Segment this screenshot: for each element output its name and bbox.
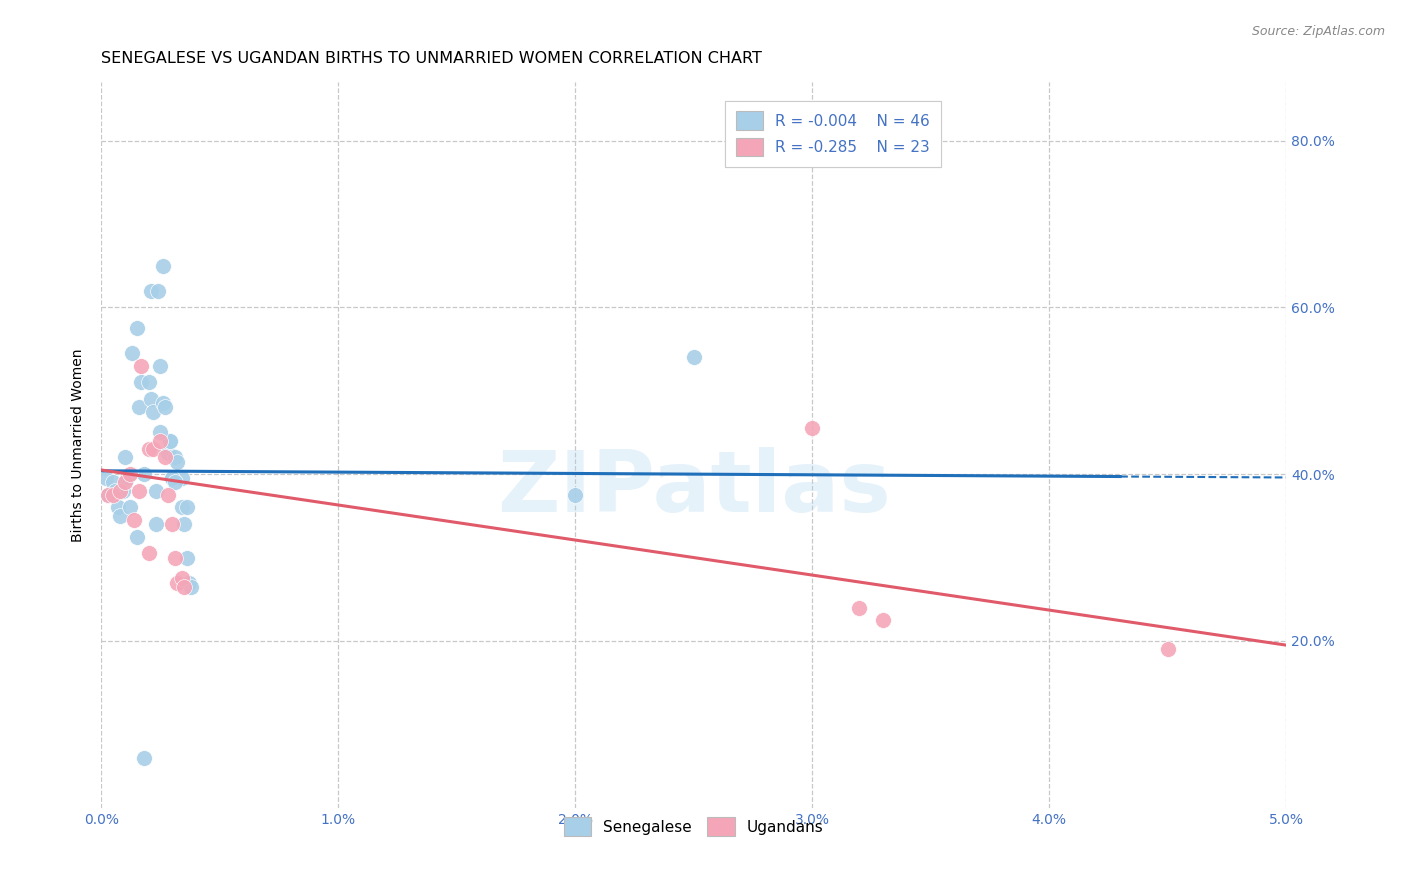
Point	[163, 450, 186, 465]
Y-axis label: Births to Unmarried Women: Births to Unmarried Women	[72, 348, 86, 541]
Point	[128, 483, 150, 498]
Point	[564, 488, 586, 502]
Point	[94, 471, 117, 485]
Point	[139, 392, 162, 406]
Point	[97, 488, 120, 502]
Point	[176, 550, 198, 565]
Point	[114, 475, 136, 490]
Point	[132, 467, 155, 482]
Point	[156, 446, 179, 460]
Point	[848, 600, 870, 615]
Point	[146, 284, 169, 298]
Point	[107, 500, 129, 515]
Point	[138, 376, 160, 390]
Point	[163, 550, 186, 565]
Point	[117, 471, 139, 485]
Point	[125, 530, 148, 544]
Point	[124, 513, 146, 527]
Point	[152, 259, 174, 273]
Point	[180, 580, 202, 594]
Point	[101, 488, 124, 502]
Point	[108, 483, 131, 498]
Text: Source: ZipAtlas.com: Source: ZipAtlas.com	[1251, 25, 1385, 38]
Point	[156, 488, 179, 502]
Point	[131, 359, 153, 373]
Point	[101, 475, 124, 490]
Point	[128, 401, 150, 415]
Point	[145, 483, 167, 498]
Point	[173, 517, 195, 532]
Point	[118, 467, 141, 482]
Point	[138, 442, 160, 456]
Point	[97, 488, 120, 502]
Point	[1156, 642, 1178, 657]
Point	[142, 404, 165, 418]
Point	[166, 575, 188, 590]
Point	[162, 471, 184, 485]
Point	[159, 434, 181, 448]
Point	[108, 508, 131, 523]
Point	[152, 396, 174, 410]
Legend: R = -0.004    N = 46, R = -0.285    N = 23: R = -0.004 N = 46, R = -0.285 N = 23	[725, 101, 941, 167]
Point	[162, 471, 184, 485]
Point	[163, 475, 186, 490]
Point	[118, 500, 141, 515]
Point	[132, 750, 155, 764]
Point	[149, 434, 172, 448]
Text: SENEGALESE VS UGANDAN BIRTHS TO UNMARRIED WOMEN CORRELATION CHART: SENEGALESE VS UGANDAN BIRTHS TO UNMARRIE…	[101, 51, 762, 66]
Point	[166, 455, 188, 469]
Point	[149, 359, 172, 373]
Point	[173, 580, 195, 594]
Point	[170, 571, 193, 585]
Point	[153, 450, 176, 465]
Point	[149, 425, 172, 440]
Point	[138, 546, 160, 560]
Point	[170, 471, 193, 485]
Point	[682, 351, 704, 365]
Point	[121, 346, 143, 360]
Legend: Senegalese, Ugandans: Senegalese, Ugandans	[555, 810, 831, 844]
Point	[104, 483, 127, 498]
Point	[153, 401, 176, 415]
Point	[162, 517, 184, 532]
Point	[142, 442, 165, 456]
Point	[111, 483, 134, 498]
Point	[872, 613, 894, 627]
Point	[159, 434, 181, 448]
Point	[114, 450, 136, 465]
Point	[176, 500, 198, 515]
Point	[145, 517, 167, 532]
Point	[170, 500, 193, 515]
Point	[131, 376, 153, 390]
Text: ZIPatlas: ZIPatlas	[496, 447, 890, 530]
Point	[177, 575, 200, 590]
Point	[125, 321, 148, 335]
Point	[801, 421, 824, 435]
Point	[139, 284, 162, 298]
